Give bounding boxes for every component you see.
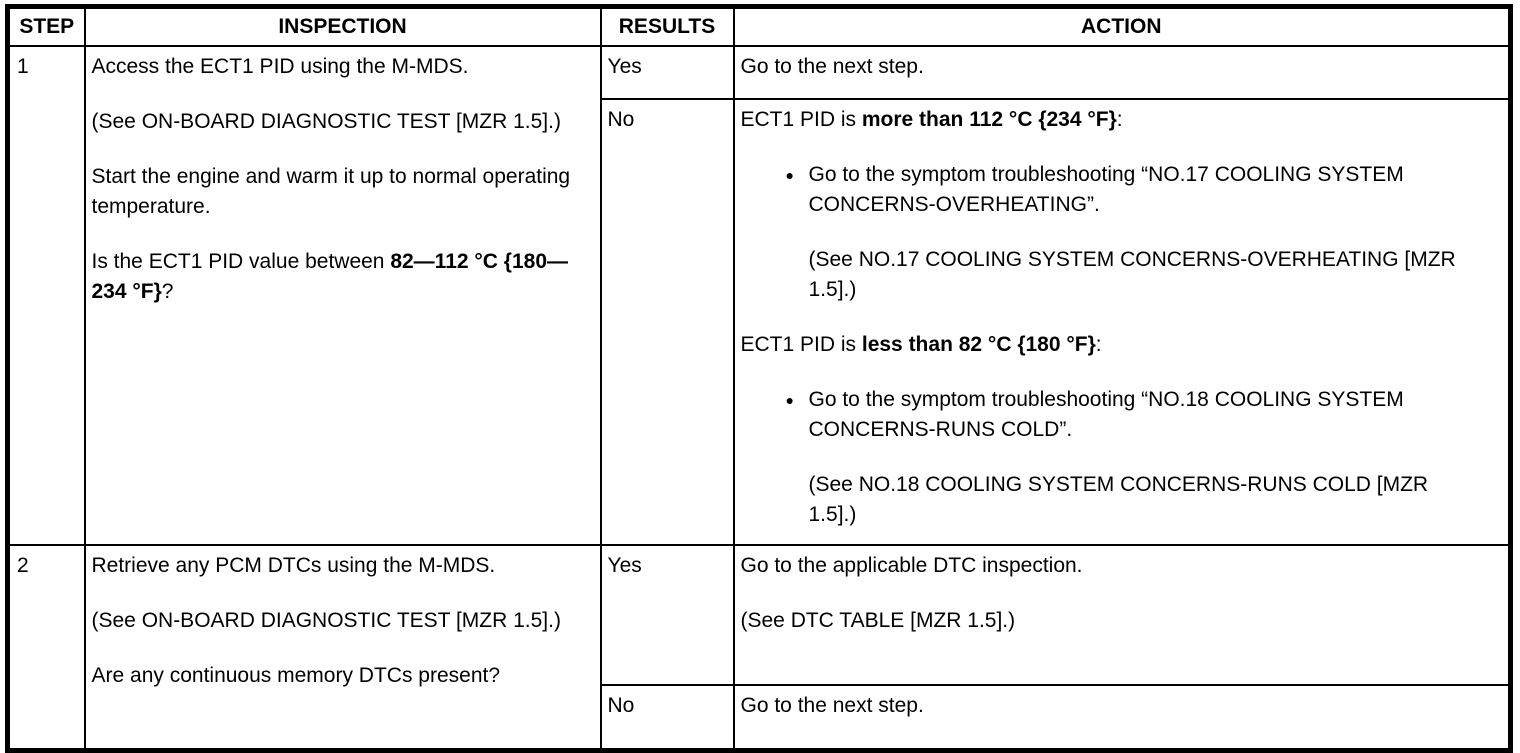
- paragraph: Go to the applicable DTC inspection.: [740, 554, 1083, 577]
- paragraph: Start the engine and warm it up to norma…: [91, 165, 571, 218]
- paragraph: (See ON-BOARD DIAGNOSTIC TEST [MZR 1.5].…: [91, 110, 561, 133]
- paragraph: (See DTC TABLE [MZR 1.5].): [740, 609, 1016, 632]
- bullet-item: ● Go to the symptom troubleshooting “NO.1…: [741, 385, 1459, 445]
- paragraph: (See ON-BOARD DIAGNOSTIC TEST [MZR 1.5].…: [91, 609, 561, 632]
- paragraph: Are any continuous memory DTCs present?: [91, 664, 501, 687]
- step-number-cell: 1: [6, 45, 86, 546]
- paragraph: Retrieve any PCM DTCs using the M-MDS.: [91, 554, 496, 577]
- bullet-icon: ●: [785, 392, 794, 408]
- bullet-item: ● Go to the symptom troubleshooting “NO.1…: [741, 160, 1459, 220]
- paragraph: Is the ECT1 PID value between 82—112 °C …: [91, 250, 569, 303]
- step-number-cell: 2: [6, 544, 86, 752]
- header-action: ACTION: [732, 5, 1512, 47]
- paragraph: ECT1 PID is more than 112 °C {234 °F}:: [740, 108, 1123, 131]
- result-cell: No: [599, 98, 735, 546]
- paragraph: (See NO.17 COOLING SYSTEM CONCERNS-OVERH…: [808, 248, 1456, 301]
- action-cell: ECT1 PID is more than 112 °C {234 °F}: ● G…: [732, 98, 1512, 546]
- paragraph: Go to the next step.: [740, 55, 924, 78]
- troubleshooting-table: STEP INSPECTION RESULTS ACTION 1 Access …: [5, 4, 1513, 753]
- header-inspection: INSPECTION: [83, 5, 602, 47]
- table-row: No ECT1 PID is more than 112 °C {234 °F}…: [8, 98, 1512, 546]
- table-row: 2 Retrieve any PCM DTCs using the M-MDS.…: [6, 544, 1512, 752]
- inspection-cell: Retrieve any PCM DTCs using the M-MDS. (S…: [83, 544, 602, 752]
- inspection-cell: Access the ECT1 PID using the M-MDS. (See…: [83, 45, 602, 546]
- header-results: RESULTS: [599, 5, 735, 47]
- manual-page: STEP INSPECTION RESULTS ACTION 1 Access …: [5, 4, 1513, 753]
- table-row: 1 Access the ECT1 PID using the M-MDS. (S…: [6, 45, 1512, 546]
- header-step: STEP: [6, 5, 86, 47]
- paragraph: Go to the next step.: [740, 694, 924, 717]
- action-cell: Go to the applicable DTC inspection. (See…: [732, 544, 1512, 686]
- bullet-icon: ●: [785, 167, 794, 183]
- paragraph: (See NO.18 COOLING SYSTEM CONCERNS-RUNS …: [808, 473, 1429, 526]
- table-header-row: STEP INSPECTION RESULTS ACTION: [6, 5, 1512, 47]
- result-cell: Yes: [599, 544, 735, 686]
- paragraph: ECT1 PID is less than 82 °C {180 °F}:: [740, 333, 1102, 356]
- paragraph: Access the ECT1 PID using the M-MDS.: [91, 55, 469, 78]
- action-cell: Go to the next step.: [732, 45, 1512, 100]
- result-cell: Yes: [599, 45, 735, 100]
